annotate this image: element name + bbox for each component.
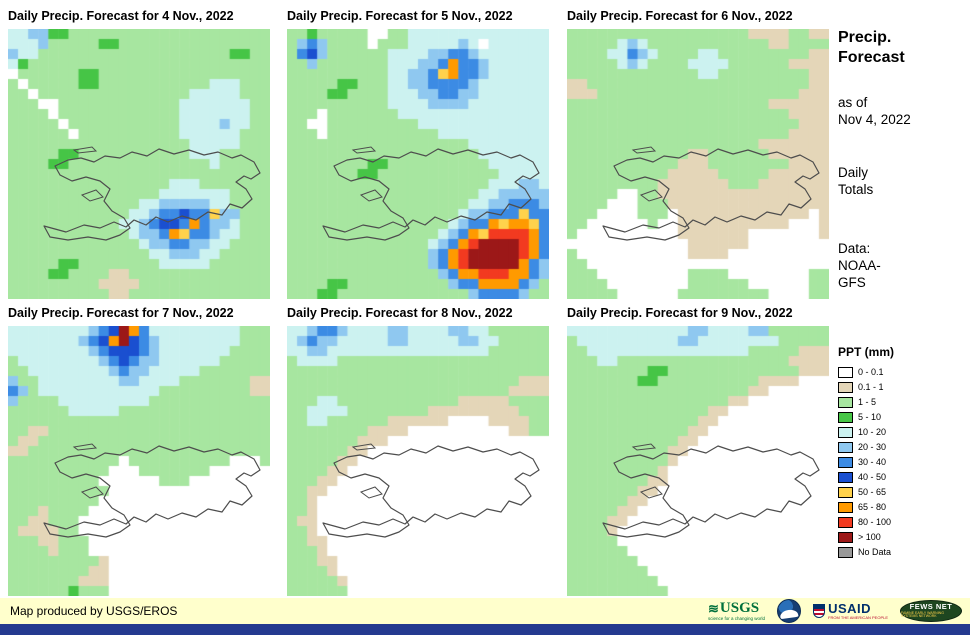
legend-swatch <box>838 531 853 543</box>
legend-label: 65 - 80 <box>858 502 887 512</box>
legend-item: 30 - 40 <box>838 456 966 468</box>
legend-item: 10 - 20 <box>838 426 966 438</box>
panel-nov5: Daily Precip. Forecast for 5 Nov., 2022 <box>287 8 549 299</box>
panel-nov7: Daily Precip. Forecast for 7 Nov., 2022 <box>8 305 270 596</box>
precip-grid-nov8 <box>287 326 549 596</box>
legend-swatch <box>838 366 853 378</box>
legend-item: 0.1 - 1 <box>838 381 966 393</box>
precip-map-nov7 <box>8 326 270 596</box>
precip-grid-nov7 <box>8 326 270 596</box>
legend-swatch <box>838 456 853 468</box>
precip-map-nov5 <box>287 29 549 299</box>
panel-nov9: Daily Precip. Forecast for 9 Nov., 2022 <box>567 305 829 596</box>
legend-label: 0.1 - 1 <box>858 382 884 392</box>
usgs-label: USGS <box>719 599 760 616</box>
precip-grid-nov5 <box>287 29 549 299</box>
legend-swatch <box>838 411 853 423</box>
legend-swatch <box>838 426 853 438</box>
fewsnet-logo: FEWS NET FAMINE EARLY WARNING SYSTEMS NE… <box>900 600 962 622</box>
precip-map-nov6 <box>567 29 829 299</box>
sidebar-title-line1: Precip. <box>838 29 892 46</box>
legend-item: 50 - 65 <box>838 486 966 498</box>
totals-line1: Daily <box>838 165 869 180</box>
legend-title: PPT (mm) <box>838 345 895 359</box>
legend-label: > 100 <box>858 532 881 542</box>
usgs-wave-icon: ≋ <box>708 600 719 616</box>
totals-line2: Totals <box>838 182 874 197</box>
legend-label: 30 - 40 <box>858 457 887 467</box>
legend-swatch <box>838 441 853 453</box>
panel-nov4: Daily Precip. Forecast for 4 Nov., 2022 <box>8 8 270 299</box>
legend-label: 0 - 0.1 <box>858 367 884 377</box>
legend-label: 1 - 5 <box>858 397 877 407</box>
legend-item: No Data <box>838 546 966 558</box>
precip-map-nov4 <box>8 29 270 299</box>
map-credit: Map produced by USGS/EROS <box>10 604 178 618</box>
fewsnet-label: FEWS NET <box>909 602 953 612</box>
legend-items: 0 - 0.1 0.1 - 1 1 - 5 5 - 10 10 - 20 20 - 30 3… <box>838 366 966 558</box>
legend-label: 50 - 65 <box>858 487 887 497</box>
legend-item: 5 - 10 <box>838 411 966 423</box>
legend-item: > 100 <box>838 531 966 543</box>
legend-swatch <box>838 516 853 528</box>
as-of-date: Nov 4, 2022 <box>838 112 911 127</box>
data-source-block: Data: NOAA- GFS <box>838 240 966 291</box>
fewsnet-tagline: FAMINE EARLY WARNING SYSTEMS NETWORK <box>901 610 944 619</box>
legend-label: 40 - 50 <box>858 472 887 482</box>
usaid-shield-icon <box>813 604 826 618</box>
footer-bar: Map produced by USGS/EROS ≋ USGS science… <box>0 598 970 624</box>
daily-totals-block: Daily Totals <box>838 164 966 198</box>
legend-item: 0 - 0.1 <box>838 366 966 378</box>
usgs-wordmark: ≋ USGS <box>708 599 760 616</box>
panel-title-nov6: Daily Precip. Forecast for 6 Nov., 2022 <box>567 9 793 23</box>
precip-grid-nov9 <box>567 326 829 596</box>
panel-nov6: Daily Precip. Forecast for 6 Nov., 2022 <box>567 8 829 299</box>
data-source-line3: GFS <box>838 275 866 290</box>
legend-swatch <box>838 381 853 393</box>
legend-swatch <box>838 486 853 498</box>
data-source-line2: NOAA- <box>838 258 881 273</box>
panel-title-nov4: Daily Precip. Forecast for 4 Nov., 2022 <box>8 9 234 23</box>
legend-item: 65 - 80 <box>838 501 966 513</box>
precip-grid-nov4 <box>8 29 270 299</box>
footer-logos: ≋ USGS science for a changing world USAI… <box>708 598 962 624</box>
usaid-wordmark: USAID FROM THE AMERICAN PEOPLE <box>828 602 888 620</box>
legend-item: 20 - 30 <box>838 441 966 453</box>
usaid-label: USAID <box>828 601 872 616</box>
legend-item: 1 - 5 <box>838 396 966 408</box>
legend-swatch <box>838 501 853 513</box>
panel-title-nov5: Daily Precip. Forecast for 5 Nov., 2022 <box>287 9 513 23</box>
precip-map-nov8 <box>287 326 549 596</box>
legend-label: 10 - 20 <box>858 427 887 437</box>
panel-title-nov7: Daily Precip. Forecast for 7 Nov., 2022 <box>8 306 234 320</box>
legend-item: 80 - 100 <box>838 516 966 528</box>
legend-swatch <box>838 471 853 483</box>
legend-label: 5 - 10 <box>858 412 882 422</box>
as-of-line1: as of <box>838 95 868 110</box>
usgs-tagline: science for a changing world <box>708 615 766 621</box>
usgs-logo: ≋ USGS science for a changing world <box>708 599 766 622</box>
legend-label: 80 - 100 <box>858 517 892 527</box>
data-source-line1: Data: <box>838 241 871 256</box>
sidebar-title-line2: Forecast <box>838 49 905 66</box>
legend-label: 20 - 30 <box>858 442 887 452</box>
usaid-logo: USAID FROM THE AMERICAN PEOPLE <box>813 602 888 620</box>
legend: PPT (mm) 0 - 0.1 0.1 - 1 1 - 5 5 - 10 10 - 2… <box>838 345 966 558</box>
noaa-logo-icon <box>777 599 802 623</box>
info-sidebar: Precip. Forecast as of Nov 4, 2022 Daily… <box>838 28 966 561</box>
sidebar-title: Precip. Forecast <box>838 28 966 68</box>
precip-grid-nov6 <box>567 29 829 299</box>
legend-item: 40 - 50 <box>838 471 966 483</box>
precip-map-nov9 <box>567 326 829 596</box>
panel-title-nov9: Daily Precip. Forecast for 9 Nov., 2022 <box>567 306 793 320</box>
usaid-tagline: FROM THE AMERICAN PEOPLE <box>828 615 888 620</box>
legend-swatch <box>838 396 853 408</box>
legend-swatch <box>838 546 853 558</box>
panel-nov8: Daily Precip. Forecast for 8 Nov., 2022 <box>287 305 549 596</box>
as-of-block: as of Nov 4, 2022 <box>838 94 966 128</box>
panel-title-nov8: Daily Precip. Forecast for 8 Nov., 2022 <box>287 306 513 320</box>
legend-label: No Data <box>858 547 892 557</box>
bottom-navy-bar <box>0 624 970 635</box>
